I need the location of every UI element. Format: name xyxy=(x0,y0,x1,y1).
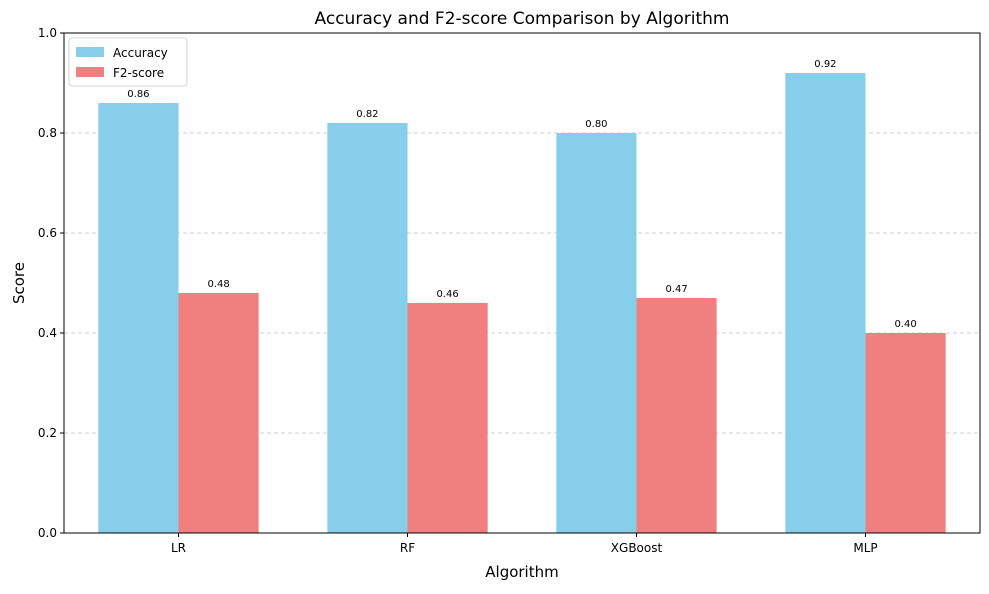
y-tick-label: 0.6 xyxy=(38,226,57,240)
data-label: 0.82 xyxy=(356,109,378,120)
data-label: 0.86 xyxy=(127,89,149,100)
bar-f2-score-mlp xyxy=(865,333,946,533)
y-tick-label: 0.2 xyxy=(38,426,57,440)
data-label: 0.80 xyxy=(585,119,607,130)
chart-title: Accuracy and F2-score Comparison by Algo… xyxy=(315,9,730,29)
x-tick-label: MLP xyxy=(853,541,877,555)
bar-accuracy-lr xyxy=(98,103,179,533)
axes-layer: 0.0 0.2 0.4 0.6 0.8 1.0 LR RF XGBoost MLP xyxy=(38,26,981,555)
plot-frame xyxy=(63,32,981,534)
data-label: 0.47 xyxy=(665,284,687,295)
bar-f2-score-rf xyxy=(407,303,488,533)
bars-layer xyxy=(98,73,946,533)
data-labels-layer: 0.86 0.48 0.82 0.46 0.80 0.47 0.92 0.40 xyxy=(127,59,916,330)
x-tick-label: XGBoost xyxy=(611,541,663,555)
bar-accuracy-mlp xyxy=(785,73,866,533)
legend-label: Accuracy xyxy=(113,46,168,60)
x-tick-label: RF xyxy=(400,541,415,555)
legend-swatch-f2-score xyxy=(76,67,104,77)
data-label: 0.92 xyxy=(814,59,836,70)
data-label: 0.48 xyxy=(207,279,229,290)
legend-swatch-accuracy xyxy=(76,47,104,57)
x-axis-label: Algorithm xyxy=(485,563,558,581)
legend: Accuracy F2-score xyxy=(68,37,188,87)
y-axis-label: Score xyxy=(10,262,28,304)
bar-accuracy-xgboost xyxy=(556,133,637,533)
y-tick-label: 0.4 xyxy=(38,326,57,340)
legend-label: F2-score xyxy=(113,66,164,80)
y-tick-label: 0.0 xyxy=(38,526,57,540)
bar-f2-score-xgboost xyxy=(636,298,717,533)
y-tick-label: 0.8 xyxy=(38,126,57,140)
data-label: 0.46 xyxy=(436,289,458,300)
data-label: 0.40 xyxy=(894,319,916,330)
bar-f2-score-lr xyxy=(178,293,259,533)
x-tick-label: LR xyxy=(171,541,186,555)
y-tick-label: 1.0 xyxy=(38,26,57,40)
bar-accuracy-rf xyxy=(327,123,408,533)
